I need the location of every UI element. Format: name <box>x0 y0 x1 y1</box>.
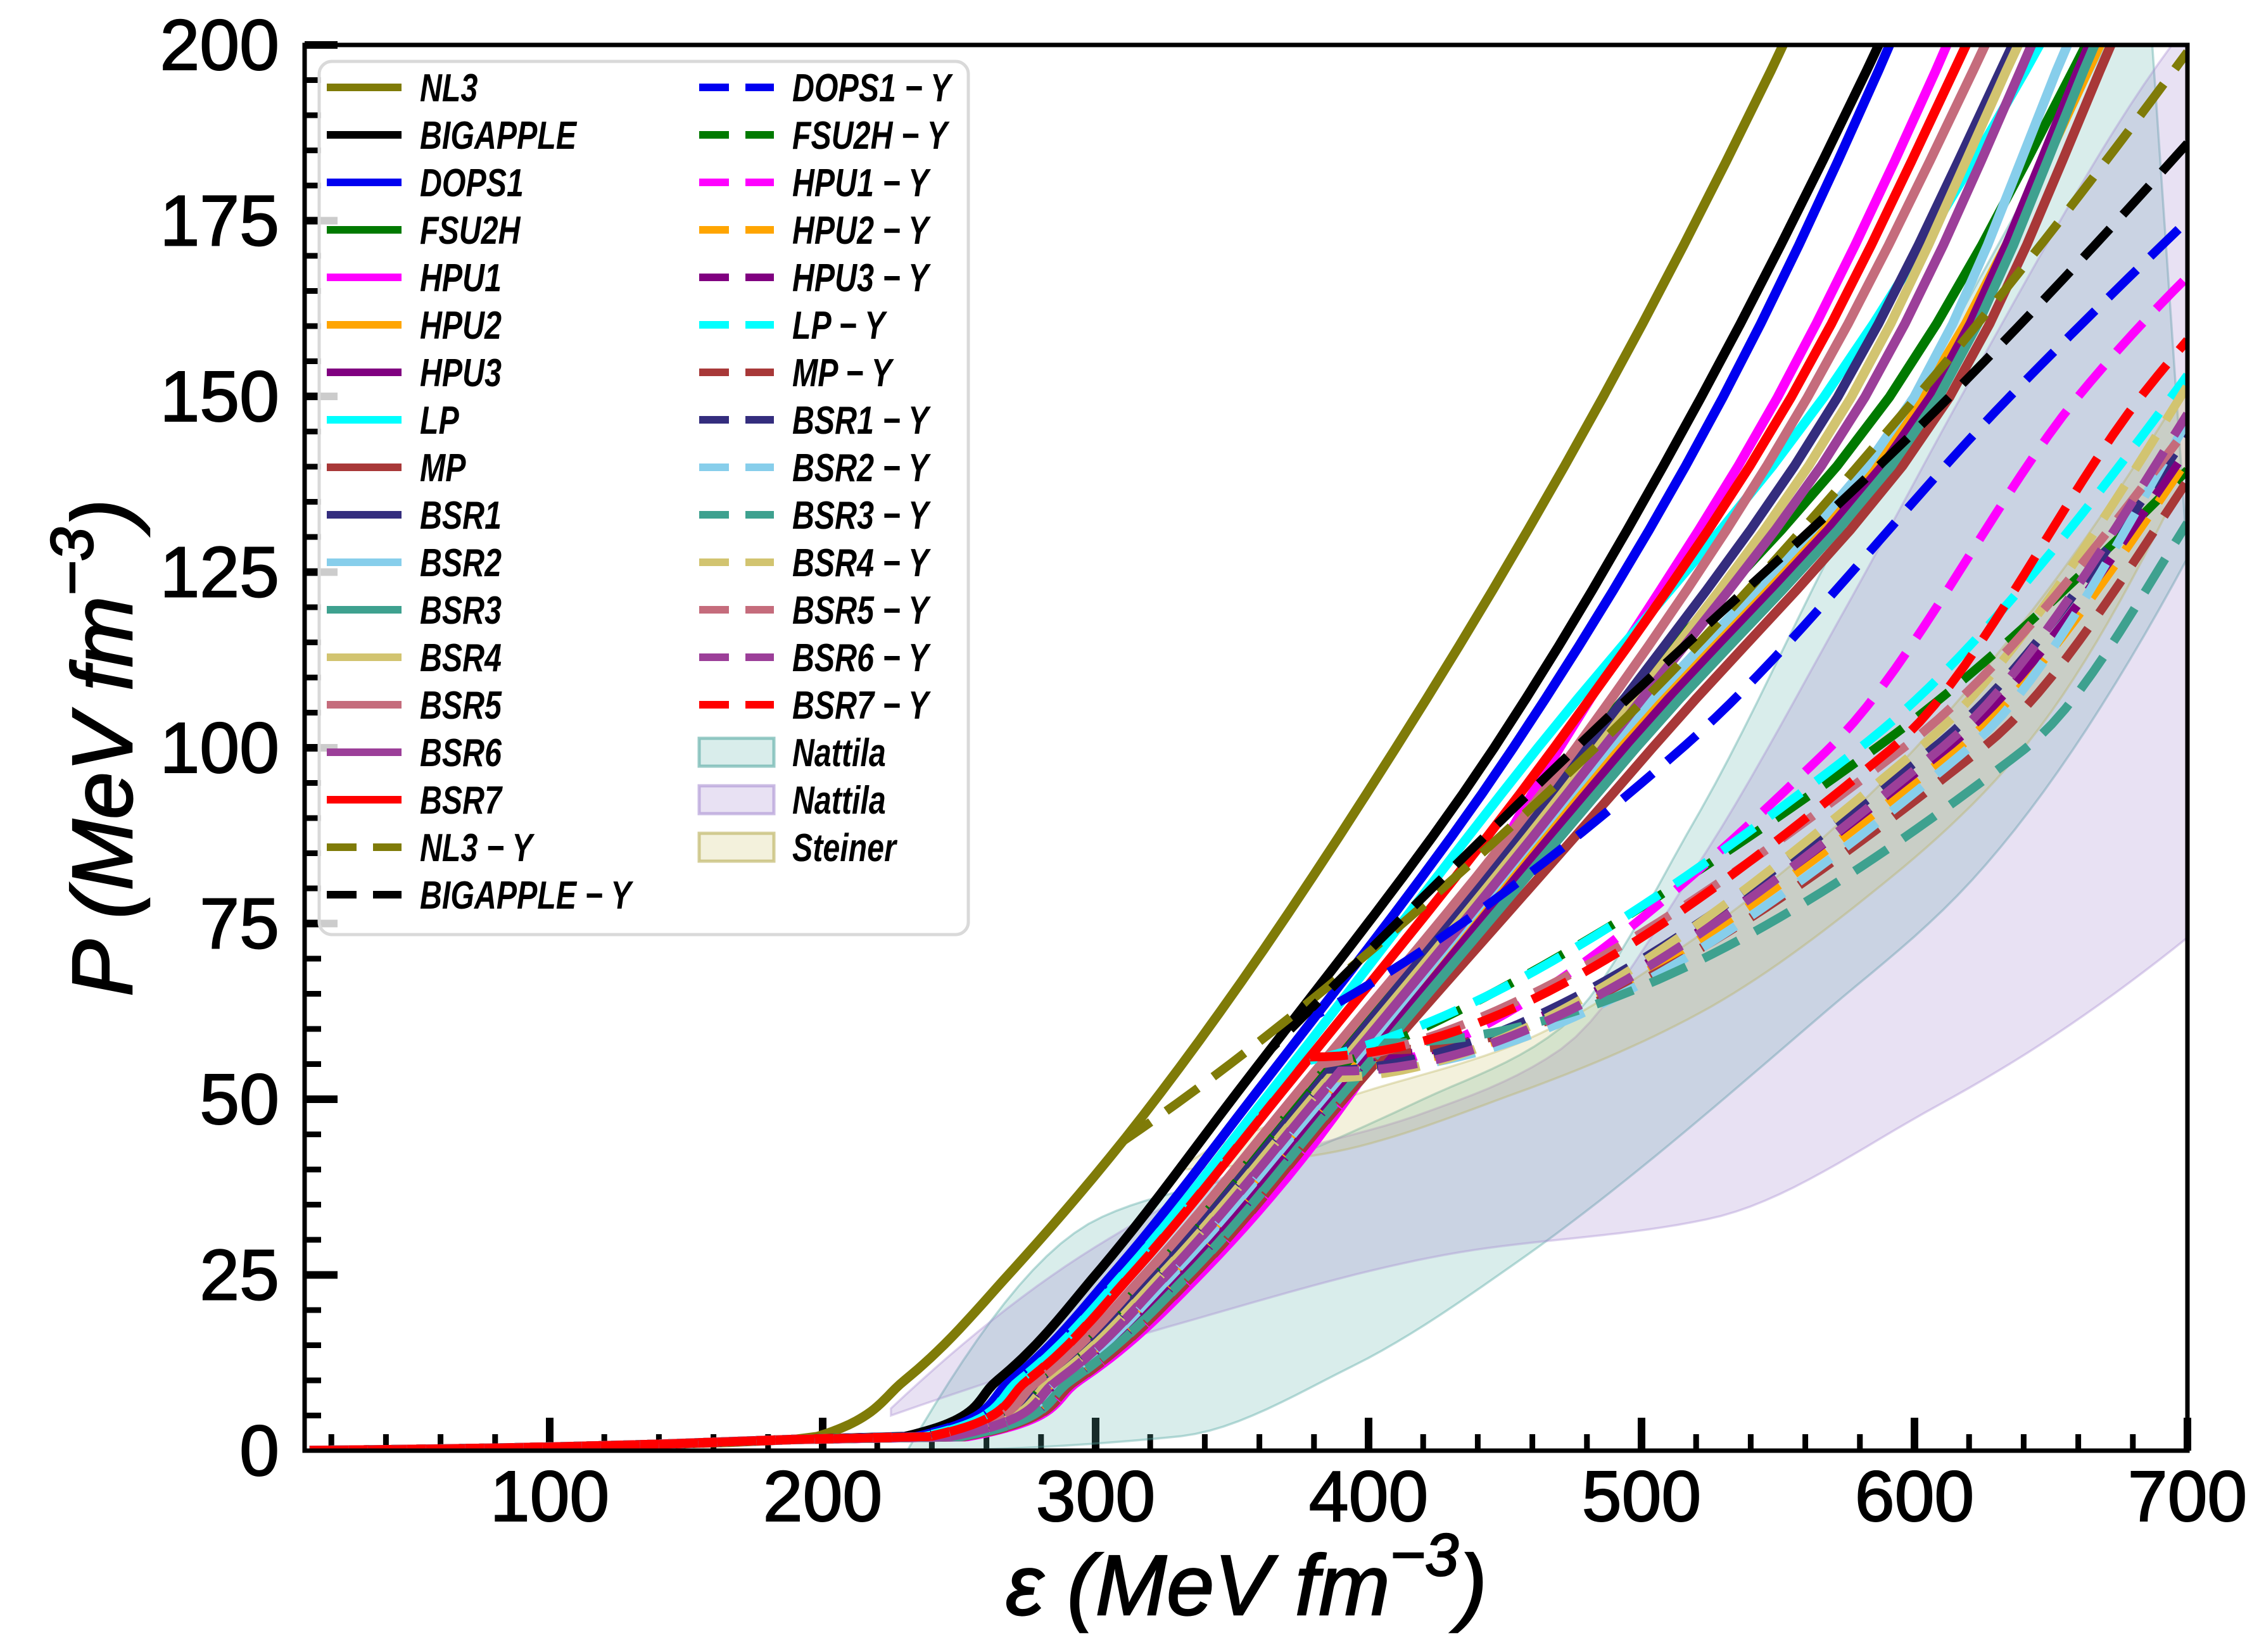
svg-text:BSR3: BSR3 <box>420 588 502 632</box>
svg-text:75: 75 <box>199 884 279 964</box>
svg-text:MP: MP <box>420 446 466 489</box>
svg-text:125: 125 <box>160 533 279 612</box>
svg-text:50: 50 <box>199 1059 279 1139</box>
svg-text:BSR6 − Y: BSR6 − Y <box>792 636 932 679</box>
svg-text:200: 200 <box>160 5 279 85</box>
svg-text:BSR7 − Y: BSR7 − Y <box>792 683 932 727</box>
svg-text:HPU3: HPU3 <box>420 351 502 394</box>
svg-text:FSU2H − Y: FSU2H − Y <box>792 113 950 157</box>
svg-text:DOPS1 − Y: DOPS1 − Y <box>792 66 954 110</box>
svg-text:HPU1: HPU1 <box>420 256 502 300</box>
svg-text:100: 100 <box>160 708 279 788</box>
svg-text:NL3: NL3 <box>420 66 478 110</box>
svg-text:100: 100 <box>490 1456 610 1536</box>
svg-text:300: 300 <box>1036 1456 1156 1536</box>
svg-text:DOPS1: DOPS1 <box>420 161 524 205</box>
svg-text:BIGAPPLE − Y: BIGAPPLE − Y <box>420 873 634 917</box>
svg-text:LP: LP <box>420 398 460 442</box>
svg-text:BSR7: BSR7 <box>420 778 503 822</box>
svg-text:BSR4: BSR4 <box>420 636 502 679</box>
svg-text:700: 700 <box>2128 1456 2248 1536</box>
svg-text:400: 400 <box>1309 1456 1429 1536</box>
svg-text:MP − Y: MP − Y <box>792 351 894 394</box>
svg-text:BSR1: BSR1 <box>420 493 502 537</box>
svg-text:HPU2 − Y: HPU2 − Y <box>792 208 932 252</box>
svg-text:HPU3 − Y: HPU3 − Y <box>792 256 932 300</box>
svg-text:BIGAPPLE: BIGAPPLE <box>420 113 578 157</box>
svg-text:150: 150 <box>160 356 279 436</box>
svg-text:HPU1 − Y: HPU1 − Y <box>792 161 932 205</box>
svg-text:FSU2H: FSU2H <box>420 208 521 252</box>
svg-text:BSR4 − Y: BSR4 − Y <box>792 541 932 584</box>
svg-text:BSR2 − Y: BSR2 − Y <box>792 446 932 489</box>
svg-text:200: 200 <box>763 1456 883 1536</box>
svg-text:Steiner: Steiner <box>792 826 898 869</box>
svg-text:BSR6: BSR6 <box>420 731 502 774</box>
svg-text:BSR1 − Y: BSR1 − Y <box>792 398 932 442</box>
svg-text:0: 0 <box>239 1411 279 1491</box>
svg-text:500: 500 <box>1582 1456 1702 1536</box>
svg-text:BSR5 − Y: BSR5 − Y <box>792 588 932 632</box>
svg-text:NL3 − Y: NL3 − Y <box>420 826 535 869</box>
svg-text:LP − Y: LP − Y <box>792 303 888 347</box>
svg-text:600: 600 <box>1855 1456 1975 1536</box>
svg-text:HPU2: HPU2 <box>420 303 502 347</box>
svg-text:Nattila: Nattila <box>792 778 886 822</box>
svg-text:BSR2: BSR2 <box>420 541 502 584</box>
svg-text:175: 175 <box>160 181 279 261</box>
svg-text:BSR3 − Y: BSR3 − Y <box>792 493 932 537</box>
svg-text:BSR5: BSR5 <box>420 683 502 727</box>
svg-text:25: 25 <box>199 1235 279 1315</box>
svg-text:Nattila: Nattila <box>792 731 886 774</box>
